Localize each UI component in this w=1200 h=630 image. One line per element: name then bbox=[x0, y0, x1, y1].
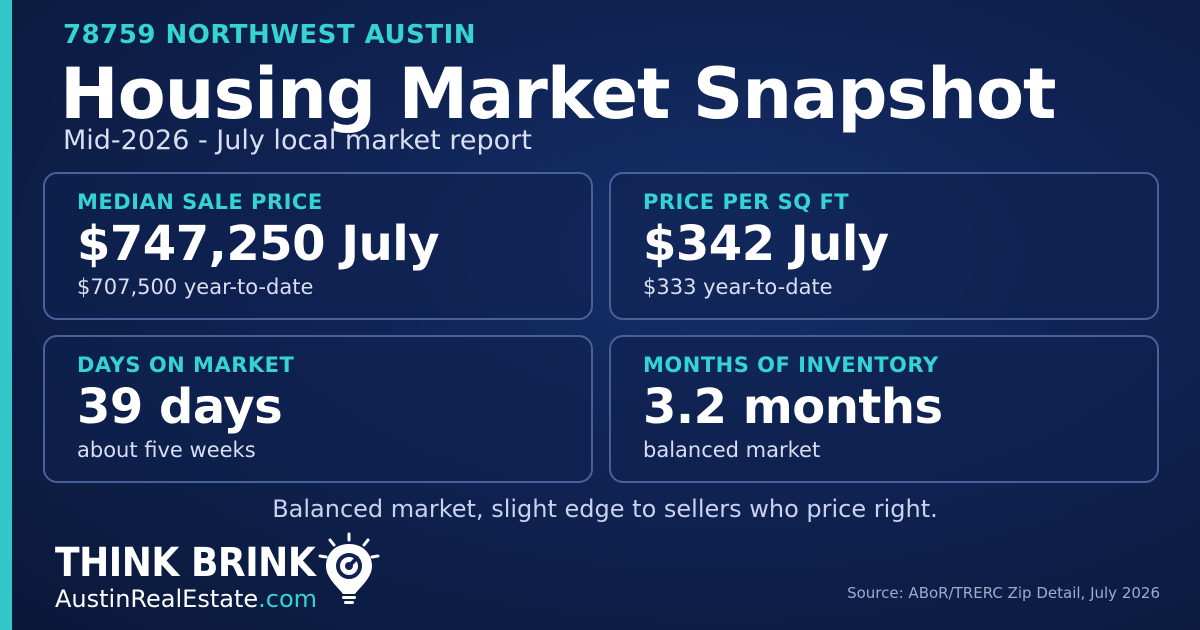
brand-name: THINK BRINK bbox=[55, 540, 316, 586]
page-title: Housing Market Snapshot bbox=[60, 53, 1057, 135]
card-note: $333 year-to-date bbox=[643, 275, 833, 300]
price-per-sqft-card: PRICE PER SQ FT $342 July $333 year-to-d… bbox=[609, 172, 1159, 320]
card-note: about five weeks bbox=[77, 438, 256, 463]
card-label: PRICE PER SQ FT bbox=[643, 190, 850, 214]
accent-bar bbox=[0, 0, 12, 630]
card-value: $747,250 July bbox=[77, 216, 440, 273]
location-eyebrow: 78759 NORTHWEST AUSTIN bbox=[63, 20, 476, 50]
brand-website: AustinRealEstate.com bbox=[55, 585, 344, 614]
card-label: MEDIAN SALE PRICE bbox=[77, 190, 323, 214]
months-of-inventory-card: MONTHS OF INVENTORY 3.2 months balanced … bbox=[609, 335, 1159, 483]
brand-website-tld: .com bbox=[258, 585, 318, 613]
card-label: MONTHS OF INVENTORY bbox=[643, 353, 939, 377]
median-sale-price-card: MEDIAN SALE PRICE $747,250 July $707,500… bbox=[43, 172, 593, 320]
card-value: $342 July bbox=[643, 216, 889, 273]
card-note: $707,500 year-to-date bbox=[77, 275, 314, 300]
card-note: balanced market bbox=[643, 438, 821, 463]
source-note: Source: ABoR/TRERC Zip Detail, July 2026 bbox=[847, 584, 1160, 602]
brand-logo: THINK BRINK AustinRealEstate.com bbox=[55, 543, 344, 614]
card-value: 39 days bbox=[77, 379, 283, 436]
lightbulb-map-pin-icon bbox=[318, 532, 380, 604]
page-subtitle: Mid-2026 - July local market report bbox=[63, 125, 532, 156]
card-label: DAYS ON MARKET bbox=[77, 353, 295, 377]
summary-tagline: Balanced market, slight edge to sellers … bbox=[272, 495, 938, 523]
days-on-market-card: DAYS ON MARKET 39 days about five weeks bbox=[43, 335, 593, 483]
brand-website-main: AustinRealEstate bbox=[55, 585, 259, 613]
card-value: 3.2 months bbox=[643, 379, 943, 436]
